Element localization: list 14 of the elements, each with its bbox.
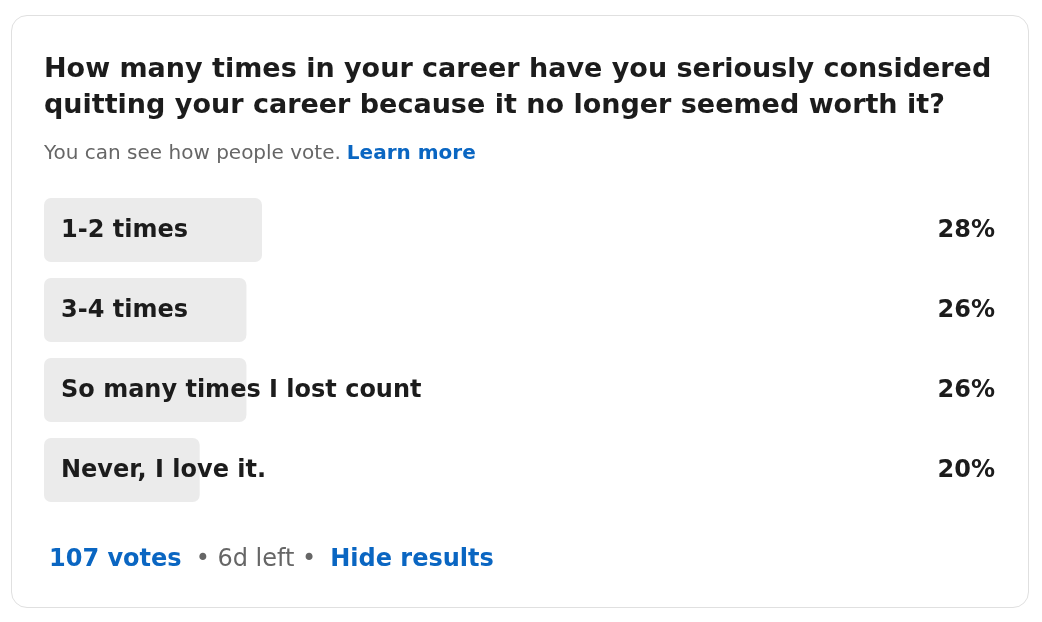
data-label: 26% [937, 295, 995, 324]
y-tick-label: 3-4 times [61, 295, 188, 324]
y-tick-label: So many times I lost count [61, 375, 422, 404]
y-tick-label: Never, I love it. [61, 455, 267, 484]
text: Learn more [346, 140, 476, 164]
y-tick-label: 1-2 times [61, 215, 188, 244]
text: 107 votes [49, 543, 182, 573]
chart-subtitle: You can see how people vote. [44, 140, 341, 164]
text: Hide results [330, 543, 494, 573]
text: • 6d left • [195, 543, 317, 573]
data-label: 28% [937, 215, 995, 244]
data-label: 26% [937, 375, 995, 404]
data-label: 20% [937, 455, 995, 484]
text: How many times in your career have you seriously considered quitting your career because it no longer seemed worth it? [44, 51, 993, 121]
